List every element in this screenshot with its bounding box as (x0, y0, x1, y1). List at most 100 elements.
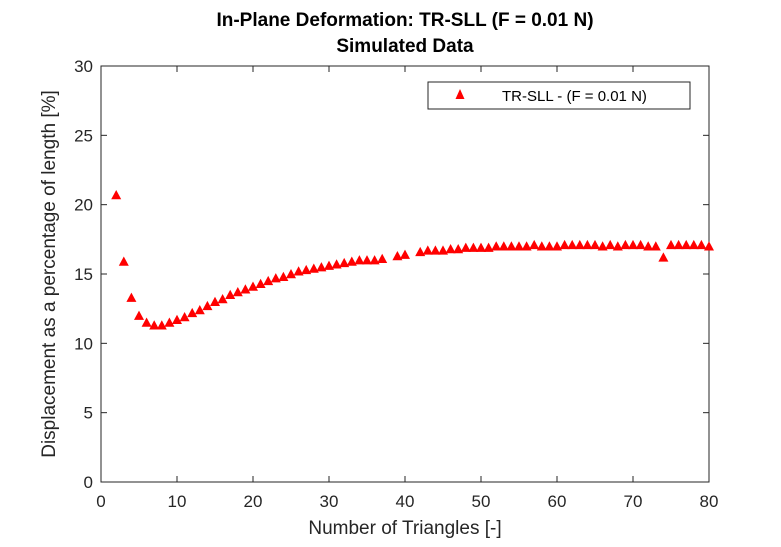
data-point-triangle (194, 305, 205, 315)
data-point-triangle (468, 242, 479, 252)
data-series (111, 189, 714, 330)
data-point-triangle (400, 249, 410, 259)
data-point-triangle (460, 242, 471, 252)
data-point-triangle (544, 241, 555, 251)
data-point-triangle (278, 271, 289, 282)
data-point-triangle (590, 239, 600, 250)
data-point-triangle (331, 259, 342, 269)
plot-area (100, 65, 710, 483)
y-tick-label: 20 (74, 196, 93, 215)
y-tick-label: 25 (74, 126, 93, 145)
data-point-triangle (681, 239, 692, 250)
data-point-triangle (286, 269, 296, 279)
y-tick-label: 30 (74, 57, 93, 76)
y-axis: 0 5 10 15 20 25 30 (74, 57, 709, 492)
chart-title: In-Plane Deformation: TR-SLL (F = 0.01 N… (216, 10, 593, 31)
data-point-triangle (324, 260, 334, 270)
data-point-triangle (582, 239, 593, 250)
y-axis-label: Displacement as a percentage of length [… (39, 90, 60, 458)
data-point-triangle (111, 189, 122, 200)
data-point-triangle (552, 241, 562, 251)
data-point-triangle (453, 244, 464, 254)
data-point-triangle (141, 317, 152, 327)
data-point-triangle (650, 241, 661, 251)
data-point-triangle (225, 289, 236, 300)
data-point-triangle (263, 275, 274, 286)
y-tick-label: 5 (84, 404, 93, 423)
data-point-triangle (392, 250, 403, 261)
data-point-triangle (369, 255, 380, 265)
data-point-triangle (255, 278, 266, 288)
data-point-triangle (172, 314, 182, 325)
x-tick-label: 10 (168, 492, 187, 511)
data-point-triangle (248, 281, 258, 291)
data-point-triangle (666, 239, 676, 250)
data-point-triangle (597, 241, 608, 251)
legend-box (427, 81, 691, 110)
data-point-triangle (240, 284, 251, 294)
x-tick-label: 30 (320, 492, 339, 511)
x-tick-label: 60 (548, 492, 567, 511)
data-point-triangle (179, 311, 190, 322)
data-point-triangle (559, 239, 570, 250)
data-point-triangle (514, 241, 524, 251)
x-tick-label: 70 (624, 492, 643, 511)
data-point-triangle (316, 262, 327, 272)
data-point-triangle (635, 239, 646, 250)
y-tick-label: 0 (84, 473, 93, 492)
data-point-triangle (673, 239, 684, 250)
data-point-triangle (301, 264, 312, 275)
data-point-triangle (491, 241, 502, 251)
data-point-triangle (704, 241, 714, 251)
data-point-triangle (126, 292, 137, 302)
data-point-triangle (536, 241, 547, 251)
data-point-triangle (377, 253, 388, 263)
data-point-triangle (134, 310, 144, 320)
y-tick-label: 15 (74, 265, 93, 284)
data-point-triangle (118, 256, 129, 266)
data-point-triangle (438, 245, 448, 255)
x-axis-label: Number of Triangles [-] (308, 518, 501, 539)
data-point-triangle (346, 256, 357, 266)
legend-marker-triangle-icon (455, 89, 465, 99)
data-point-triangle (187, 307, 198, 318)
data-point-triangle (339, 257, 350, 268)
data-point-triangle (217, 293, 228, 304)
data-point-triangle (354, 255, 365, 265)
x-tick-label: 0 (96, 492, 105, 511)
x-tick-label: 80 (700, 492, 719, 511)
x-tick-label: 40 (396, 492, 415, 511)
data-point-triangle (658, 252, 669, 262)
data-point-triangle (567, 239, 578, 250)
data-point-triangle (529, 239, 540, 250)
data-point-triangle (308, 263, 319, 273)
legend: TR-SLL - (F = 0.01 N) (427, 81, 691, 110)
data-point-triangle (202, 300, 213, 311)
data-point-triangle (498, 241, 509, 251)
data-point-triangle (210, 296, 220, 306)
data-point-triangle (149, 320, 160, 330)
data-point-triangle (164, 317, 175, 327)
data-point-triangle (422, 245, 433, 255)
data-point-triangle (620, 239, 631, 250)
data-point-triangle (643, 241, 654, 251)
data-point-triangle (605, 239, 616, 250)
x-axis: 0 10 20 30 40 50 60 70 80 (96, 66, 718, 511)
data-point-triangle (696, 239, 707, 250)
data-point-triangle (156, 320, 167, 330)
legend-label: TR-SLL - (F = 0.01 N) (502, 88, 647, 105)
data-point-triangle (362, 255, 372, 265)
data-point-triangle (270, 273, 281, 283)
data-point-triangle (476, 242, 486, 252)
data-point-triangle (574, 239, 585, 250)
data-point-triangle (612, 241, 623, 251)
data-point-triangle (688, 239, 699, 250)
data-point-triangle (521, 241, 532, 251)
data-point-triangle (628, 239, 638, 250)
chart-subtitle: Simulated Data (336, 36, 474, 57)
data-point-triangle (506, 241, 517, 251)
data-point-triangle (415, 246, 426, 257)
x-tick-label: 50 (472, 492, 491, 511)
x-tick-label: 20 (244, 492, 263, 511)
data-point-triangle (430, 245, 441, 255)
